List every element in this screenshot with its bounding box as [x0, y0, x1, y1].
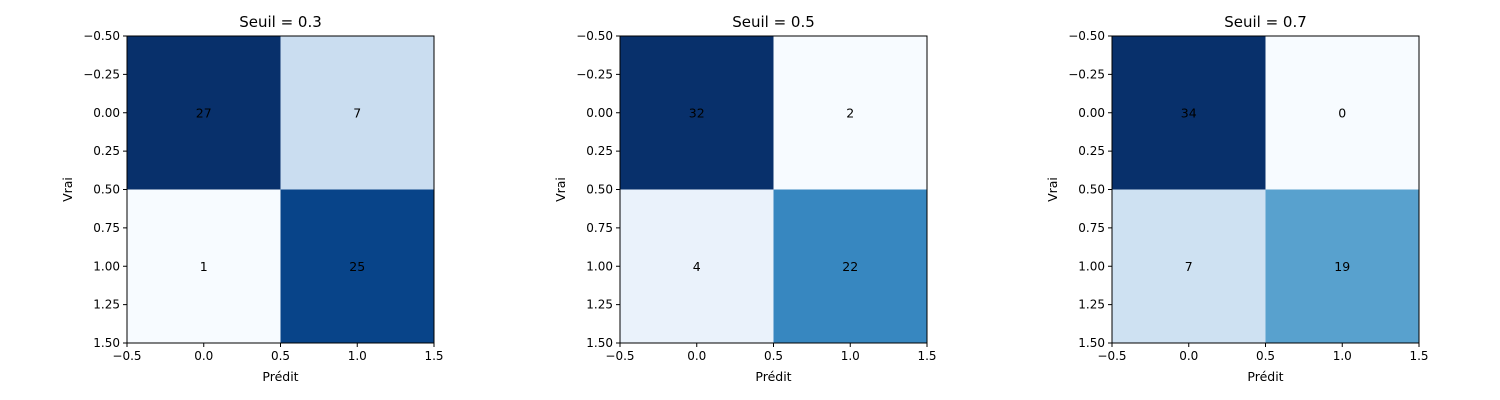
- heatmap-cell-r0-c0: [127, 36, 281, 190]
- y-tick-label-0: −0.50: [576, 29, 613, 43]
- heatmap-cell-r0-c1: [1265, 36, 1419, 190]
- y-tick-label-1: −0.25: [576, 67, 613, 81]
- y-tick-label-7: 1.25: [93, 298, 120, 312]
- y-tick-label-1: −0.25: [83, 67, 120, 81]
- confusion-matrix-panel-1: 27 7 1 25 −0.5 0.0 0.5 1.0 1.5 −0.50 −0.25 0.00 0.25…: [60, 13, 444, 384]
- x-tick-label-1: 0.0: [1179, 349, 1198, 363]
- heatmap-cell-r1-c0: [620, 189, 774, 343]
- cell-value-r0-c1: 0: [1338, 105, 1346, 120]
- x-axis-label: Prédit: [1247, 369, 1283, 384]
- y-tick-label-4: 0.50: [1078, 183, 1105, 197]
- cell-value-r1-c1: 22: [842, 259, 858, 274]
- y-tick-label-0: −0.50: [1068, 29, 1105, 43]
- chart-title: Seuil = 0.3: [239, 13, 322, 31]
- cell-value-r1-c0: 7: [1185, 259, 1193, 274]
- x-tick-label-4: 1.5: [1409, 349, 1428, 363]
- cell-value-r0-c1: 7: [353, 105, 361, 120]
- y-tick-label-4: 0.50: [93, 183, 120, 197]
- y-tick-label-5: 0.75: [93, 221, 120, 235]
- y-tick-label-5: 0.75: [586, 221, 613, 235]
- heatmap-cell-r0-c0: [620, 36, 774, 190]
- cell-value-r0-c0: 34: [1181, 105, 1197, 120]
- y-tick-label-2: 0.00: [93, 106, 120, 120]
- x-tick-label-1: 0.0: [194, 349, 213, 363]
- y-tick-label-7: 1.25: [1078, 298, 1105, 312]
- heatmap-cell-r0-c1: [773, 36, 927, 190]
- y-tick-label-4: 0.50: [586, 183, 613, 197]
- x-tick-label-3: 1.0: [348, 349, 367, 363]
- cell-value-r0-c0: 32: [689, 105, 705, 120]
- x-tick-label-0: −0.5: [1097, 349, 1126, 363]
- heatmap-cell-r1-c0: [1112, 189, 1266, 343]
- heatmap-cell-r1-c1: [773, 189, 927, 343]
- y-tick-label-0: −0.50: [83, 29, 120, 43]
- confusion-matrix-panel-3: 34 0 7 19 −0.5 0.0 0.5 1.0 1.5 −0.50 −0.25 0.00 0.25…: [1045, 13, 1429, 384]
- y-tick-label-2: 0.00: [1078, 106, 1105, 120]
- y-tick-label-8: 1.50: [93, 336, 120, 350]
- y-axis-label: Vrai: [553, 177, 568, 202]
- x-tick-label-3: 1.0: [841, 349, 860, 363]
- cell-value-r1-c1: 19: [1334, 259, 1350, 274]
- heatmap-cell-r1-c1: [280, 189, 434, 343]
- y-tick-label-6: 1.00: [586, 259, 613, 273]
- x-tick-label-1: 0.0: [687, 349, 706, 363]
- confusion-matrix-panel-2: 32 2 4 22 −0.5 0.0 0.5 1.0 1.5 −0.50 −0.25 0.00 0.25…: [553, 13, 937, 384]
- chart-title: Seuil = 0.7: [1224, 13, 1307, 31]
- y-tick-label-2: 0.00: [586, 106, 613, 120]
- y-tick-label-7: 1.25: [586, 298, 613, 312]
- x-tick-label-2: 0.5: [271, 349, 290, 363]
- heatmap-cell-r0-c0: [1112, 36, 1266, 190]
- x-axis-label: Prédit: [262, 369, 298, 384]
- y-tick-label-6: 1.00: [1078, 259, 1105, 273]
- y-axis-label: Vrai: [60, 177, 75, 202]
- x-tick-label-3: 1.0: [1333, 349, 1352, 363]
- heatmap-cell-r1-c0: [127, 189, 281, 343]
- y-tick-label-3: 0.25: [93, 144, 120, 158]
- y-tick-label-5: 0.75: [1078, 221, 1105, 235]
- y-tick-label-3: 0.25: [586, 144, 613, 158]
- x-tick-label-0: −0.5: [112, 349, 141, 363]
- heatmap-cell-r1-c1: [1265, 189, 1419, 343]
- cell-value-r0-c0: 27: [196, 105, 212, 120]
- y-tick-label-8: 1.50: [1078, 336, 1105, 350]
- y-tick-label-1: −0.25: [1068, 67, 1105, 81]
- x-tick-label-4: 1.5: [917, 349, 936, 363]
- x-axis-label: Prédit: [755, 369, 791, 384]
- x-tick-label-2: 0.5: [1256, 349, 1275, 363]
- x-tick-label-4: 1.5: [424, 349, 443, 363]
- x-tick-label-2: 0.5: [764, 349, 783, 363]
- cell-value-r1-c1: 25: [349, 259, 365, 274]
- cell-value-r0-c1: 2: [846, 105, 854, 120]
- cell-value-r1-c0: 1: [200, 259, 208, 274]
- y-axis-label: Vrai: [1045, 177, 1060, 202]
- y-tick-label-8: 1.50: [586, 336, 613, 350]
- chart-title: Seuil = 0.5: [732, 13, 815, 31]
- y-tick-label-3: 0.25: [1078, 144, 1105, 158]
- x-tick-label-0: −0.5: [605, 349, 634, 363]
- y-tick-label-6: 1.00: [93, 259, 120, 273]
- cell-value-r1-c0: 4: [693, 259, 701, 274]
- heatmap-cell-r0-c1: [280, 36, 434, 190]
